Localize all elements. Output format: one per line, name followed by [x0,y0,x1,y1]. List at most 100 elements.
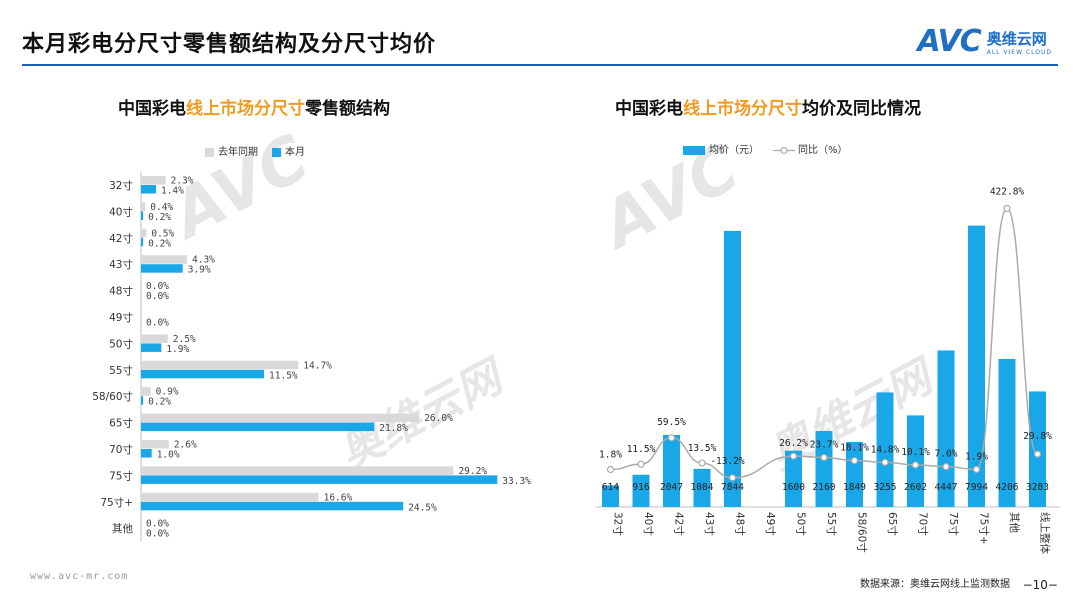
category-label: 42寸 [673,512,686,536]
bar-curr [141,422,375,432]
bar-avg-price [663,434,680,507]
bar-prev [141,202,146,211]
data-label-price: 2160 [813,482,836,493]
bar-curr [141,237,144,247]
bar-curr [141,211,144,220]
page-number: −10− [1022,578,1058,592]
data-label-yoy: 1.8% [599,450,622,461]
yoy-point [728,474,737,482]
legend-label-bar: 均价（元） [709,145,759,156]
bar-avg-price [724,230,741,507]
bar-curr [141,369,265,379]
data-label-curr: 0.0% [146,529,169,540]
legend-item-line: 同比（%） [773,141,848,156]
category-label: 58/60寸 [92,390,133,403]
data-label-yoy: 14.8% [871,444,900,455]
data-label-yoy: 18.1% [840,443,869,454]
yoy-point [698,459,706,467]
data-label-curr: 1.4% [161,186,184,197]
data-label-curr: 0.2% [148,238,171,249]
data-label-yoy: 422.8% [990,186,1025,197]
legend-item-bar: 均价（元） [683,141,759,156]
data-label-prev: 0.5% [151,228,174,239]
data-label-curr: 1.0% [157,450,180,461]
data-label-curr: 3.9% [188,265,211,276]
category-label: 65寸 [109,417,133,430]
bar-avg-price [815,430,833,507]
left-chart: 32寸 2.3%1.4%40寸 0.4%0.2%42寸 0.5%0.2%43寸 4.3%… [92,172,531,542]
category-label: 48寸 [734,512,747,536]
data-label-price: 3255 [874,482,897,493]
data-label-yoy: 10.1% [901,447,930,458]
legend-label-line: 同比（%） [798,145,848,156]
category-label: 其他 [112,522,133,535]
bar-curr [141,475,498,484]
page-title: 本月彩电分尺寸零售额结构及分尺寸均价 [22,32,437,57]
data-label-price: 4206 [996,482,1019,493]
category-label: 58/60寸 [856,512,869,553]
data-label-yoy: 1.9% [965,451,988,462]
bar-curr [141,449,152,458]
data-label-curr: 21.8% [379,423,408,434]
category-label: 75寸+ [100,496,133,509]
category-label: 40寸 [642,512,655,536]
data-label-prev: 26.0% [424,413,453,424]
data-label-prev: 29.2% [458,466,487,477]
bar-prev [141,360,299,370]
yoy-point [1033,450,1042,458]
data-label-price: 7844 [721,482,744,493]
right-title-post: 均价及同比情况 [802,99,921,119]
category-label: 32寸 [109,179,133,192]
data-label-yoy: 11.5% [627,444,656,455]
category-label: 70寸 [917,512,930,536]
yoy-point [881,458,889,466]
yoy-point [789,452,798,460]
category-label: 42寸 [109,232,133,245]
data-label-price: 916 [632,482,649,493]
data-label-prev: 16.6% [324,492,353,503]
bar-curr [141,501,404,511]
data-label-price: 7994 [965,482,988,493]
data-label-prev: 0.4% [150,202,173,213]
brand-name: 奥维云网 [986,29,1047,48]
bar-prev [141,413,420,423]
bar-avg-price [1029,391,1046,507]
bar-prev [141,228,147,238]
data-label-yoy: 7.0% [935,449,958,460]
data-label-yoy: -13.2% [710,456,745,467]
data-label-prev: 2.3% [171,176,194,187]
category-label: 50寸 [795,512,808,536]
data-label-price: 1600 [782,482,805,493]
right-chart-legend: 均价（元） 同比（%） [683,141,848,156]
brand-tagline: ALL VIEW CLOUD [986,48,1052,56]
data-label-curr: 0.0% [146,291,169,302]
data-label-price: 4447 [935,482,958,493]
bar-prev [141,176,166,185]
data-label-prev: 0.0% [146,519,169,530]
yoy-point [972,465,981,474]
data-label-yoy: 13.5% [688,443,717,454]
data-label-prev: 2.6% [174,440,197,451]
data-label-curr: 0.0% [146,318,169,329]
bar-avg-price [632,474,650,507]
category-label: 65寸 [886,512,899,536]
data-label-prev: 0.0% [146,281,169,292]
yoy-point [1003,204,1011,213]
data-label-yoy: 59.5% [657,417,686,428]
bar-avg-price [937,350,955,507]
bar-avg-price [907,415,924,507]
category-label: 32寸 [612,512,625,536]
category-label: 75寸+ [978,512,991,545]
bar-prev [141,440,169,449]
data-label-curr: 11.5% [269,370,298,381]
yoy-point [606,465,615,474]
category-label: 49寸 [764,512,777,536]
data-label-curr: 24.5% [408,502,437,513]
footer-url[interactable]: www.avc-mr.com [30,571,129,582]
data-label-prev: 2.5% [173,334,196,345]
data-label-curr: 1.9% [166,344,189,355]
left-chart-legend: 去年同期 本月 [205,143,305,158]
data-label-yoy: 29.8% [1023,431,1052,442]
yoy-point [820,453,828,462]
data-label-curr: 33.3% [502,476,531,487]
